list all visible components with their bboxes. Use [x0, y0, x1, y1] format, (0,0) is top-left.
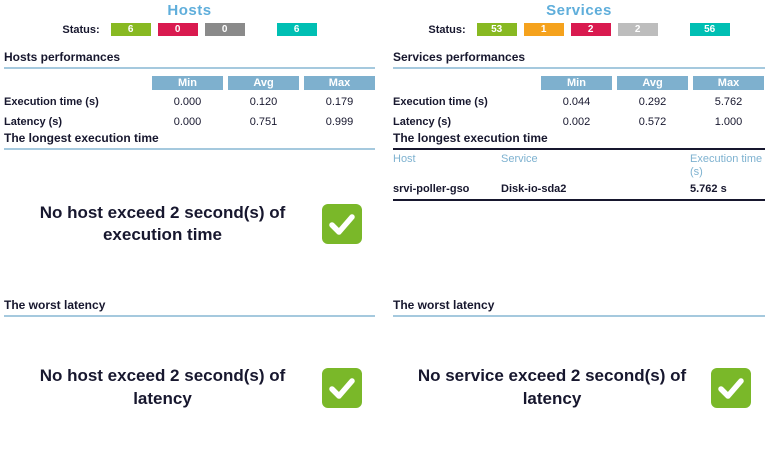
services-worst-latency-message-area: No service exceed 2 second(s) of latency: [393, 317, 765, 458]
latency-row-label: Latency (s): [4, 116, 63, 128]
services-warning-badge[interactable]: 1: [523, 23, 564, 36]
services-performances-section: Services performances Min Avg Max Execut…: [393, 48, 765, 131]
hosts-latency-ok-message: No host exceed 2 second(s) of latency: [39, 366, 286, 408]
max-column-header: Max: [304, 76, 375, 90]
services-performances-title: Services performances: [393, 50, 765, 69]
execution-time-row-label: Execution time (s): [4, 96, 99, 108]
latency-max: 1.000: [714, 116, 743, 128]
execution-time-column-header: Execution time (s): [690, 153, 763, 178]
latency-avg: 0.572: [638, 116, 667, 128]
latency-min: 0.002: [562, 116, 591, 128]
min-column-header: Min: [152, 76, 223, 90]
host-column-header: Host: [393, 153, 416, 165]
services-critical-badge[interactable]: 2: [570, 23, 611, 36]
services-latency-ok-message: No service exceed 2 second(s) of latency: [417, 366, 687, 408]
service-cell: Disk-io-sda2: [501, 181, 690, 201]
latency-max: 0.999: [325, 116, 354, 128]
hosts-performances-section: Hosts performances Min Avg Max Execution…: [4, 48, 375, 131]
max-column-header: Max: [693, 76, 764, 90]
hosts-status-label: Status:: [62, 23, 100, 36]
hosts-unreachable-badge[interactable]: 0: [204, 23, 245, 36]
services-column: Services Status: 53 1 2 2 56 Services pe…: [393, 0, 765, 458]
execution-time-max: 0.179: [325, 96, 354, 108]
hosts-execution-ok-message: No host exceed 2 second(s) of execution …: [39, 202, 286, 244]
latency-avg: 0.751: [249, 116, 278, 128]
host-cell: srvi-poller-gso: [393, 181, 501, 201]
hosts-performances-title: Hosts performances: [4, 50, 375, 69]
execution-time-row-label: Execution time (s): [393, 96, 488, 108]
hosts-performances-table: Min Avg Max Execution time (s) 0.000 0.1…: [4, 76, 375, 130]
avg-column-header: Avg: [228, 76, 299, 90]
longest-execution-table: Host Service Execution time (s) srvi-pol…: [393, 150, 765, 201]
check-icon: [711, 367, 751, 408]
hosts-column: Hosts Status: 6 0 0 6 Hosts performances…: [4, 0, 375, 458]
execution-time-avg: 0.292: [638, 96, 667, 108]
execution-time-max: 5.762: [714, 96, 743, 108]
hosts-title: Hosts: [167, 2, 212, 19]
hosts-worst-latency-title: The worst latency: [4, 298, 375, 317]
services-ok-badge[interactable]: 53: [476, 23, 517, 36]
hosts-worst-latency-section: The worst latency No host exceed 2 secon…: [4, 298, 375, 458]
execution-time-cell: 5.762 s: [690, 181, 765, 201]
hosts-up-badge[interactable]: 6: [110, 23, 151, 36]
hosts-longest-execution-title: The longest execution time: [4, 131, 375, 150]
hosts-header: Hosts Status: 6 0 0 6: [4, 0, 375, 48]
min-column-header: Min: [541, 76, 612, 90]
services-header: Services Status: 53 1 2 2 56: [393, 0, 765, 48]
latency-row-label: Latency (s): [393, 116, 452, 128]
hosts-status-row: Status: 6 0 0 6: [4, 23, 375, 36]
services-longest-execution-title: The longest execution time: [393, 131, 765, 150]
hosts-pending-badge[interactable]: 6: [276, 23, 317, 36]
hosts-longest-execution-message-area: No host exceed 2 second(s) of execution …: [4, 150, 375, 298]
latency-min: 0.000: [173, 116, 202, 128]
check-icon: [321, 367, 362, 408]
services-status-row: Status: 53 1 2 2 56: [393, 23, 765, 36]
hosts-longest-execution-section: The longest execution time No host excee…: [4, 131, 375, 298]
execution-time-min: 0.000: [173, 96, 202, 108]
badge-spacer: [252, 23, 270, 36]
services-unknown-badge[interactable]: 2: [617, 23, 658, 36]
hosts-worst-latency-message-area: No host exceed 2 second(s) of latency: [4, 317, 375, 458]
check-icon: [321, 204, 362, 244]
services-title: Services: [546, 2, 612, 19]
badge-spacer: [665, 23, 683, 36]
services-worst-latency-section: The worst latency No service exceed 2 se…: [393, 298, 765, 458]
services-worst-latency-title: The worst latency: [393, 298, 765, 317]
avg-column-header: Avg: [617, 76, 688, 90]
hosts-down-badge[interactable]: 0: [157, 23, 198, 36]
services-longest-execution-section: The longest execution time Host Service …: [393, 131, 765, 298]
services-performances-table: Min Avg Max Execution time (s) 0.044 0.2…: [393, 76, 765, 130]
execution-time-avg: 0.120: [249, 96, 278, 108]
services-pending-badge[interactable]: 56: [689, 23, 730, 36]
services-status-label: Status:: [428, 23, 466, 36]
service-column-header: Service: [501, 153, 538, 165]
execution-time-min: 0.044: [562, 96, 591, 108]
